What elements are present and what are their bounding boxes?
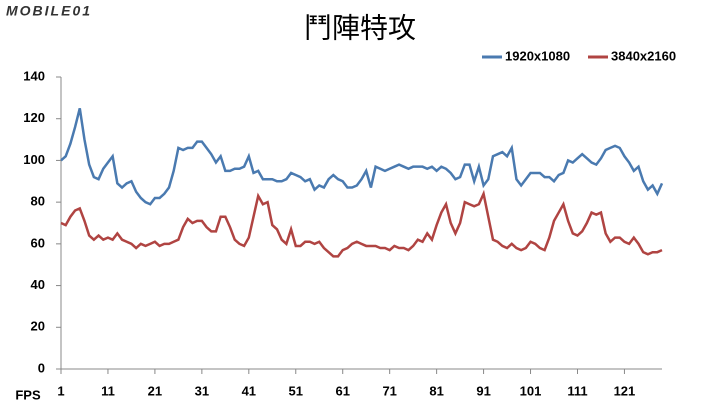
x-tick-label: 61 xyxy=(335,383,349,398)
y-tick-label: 120 xyxy=(23,110,45,125)
x-tick-label: 121 xyxy=(614,383,636,398)
x-tick-label: 71 xyxy=(382,383,396,398)
x-tick-label: 51 xyxy=(289,383,303,398)
y-tick-label: 140 xyxy=(23,68,45,83)
x-tick-label: 21 xyxy=(148,383,162,398)
y-tick-label: 60 xyxy=(31,235,45,250)
x-tick-label: 11 xyxy=(101,383,115,398)
x-tick-label: 41 xyxy=(242,383,256,398)
x-tick-label: 31 xyxy=(195,383,209,398)
x-tick-label: 101 xyxy=(520,383,542,398)
series-line xyxy=(60,189,663,258)
legend-label: 3840x2160 xyxy=(611,48,676,63)
y-axis-label: FPS xyxy=(15,387,41,402)
x-tick-label: 111 xyxy=(567,383,587,398)
x-tick-label: 1 xyxy=(57,383,64,398)
watermark: MOBILE01 xyxy=(6,3,92,19)
y-tick-label: 20 xyxy=(31,319,45,334)
x-tick-label: 91 xyxy=(476,383,490,398)
y-tick-label: 0 xyxy=(38,360,45,375)
series-line xyxy=(60,107,664,206)
y-tick-label: 40 xyxy=(31,277,45,292)
y-tick-label: 100 xyxy=(23,152,45,167)
chart-title: 鬥陣特攻 xyxy=(304,12,416,45)
y-tick-label: 80 xyxy=(31,194,45,209)
legend-label: 1920x1080 xyxy=(505,48,570,63)
x-tick-label: 81 xyxy=(429,383,443,398)
